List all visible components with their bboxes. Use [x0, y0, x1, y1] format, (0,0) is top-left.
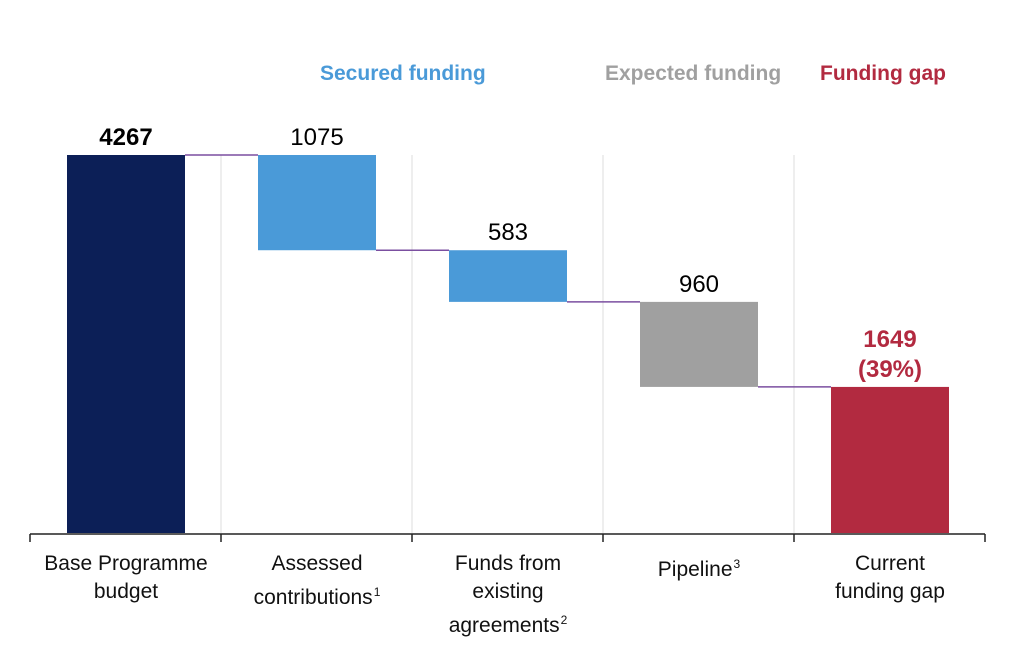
category-label-1: Base Programme budget — [31, 550, 221, 606]
footnote-marker: 3 — [733, 557, 741, 571]
category-label-line: Base Programme — [44, 552, 208, 575]
category-label-line: agreements2 — [448, 613, 568, 637]
legend-expected-funding: Expected funding — [605, 62, 782, 85]
category-label-line: Current — [854, 552, 926, 575]
value-label-4: 960 — [679, 271, 719, 298]
category-label-4: Pipeline3 — [604, 550, 794, 584]
value-label-5-line-1: 1649 — [863, 326, 916, 353]
value-label-1: 4267 — [99, 124, 152, 151]
footnote-marker: 2 — [560, 613, 568, 627]
bar-3 — [449, 250, 567, 302]
category-label-line: Pipeline3 — [657, 557, 741, 581]
category-label-line: existing — [472, 580, 544, 603]
value-label-5-line-2: (39%) — [858, 356, 922, 383]
category-label-2: Assessed contributions1 — [222, 550, 412, 612]
legend-funding-gap: Funding gap — [820, 62, 946, 85]
category-label-5: Current funding gap — [795, 550, 985, 606]
value-label-3: 583 — [488, 219, 528, 246]
bar-4 — [640, 301, 758, 387]
category-label-line: contributions1 — [253, 585, 381, 609]
bar-1 — [67, 155, 185, 533]
value-label-2: 1075 — [290, 124, 343, 151]
bar-2 — [258, 155, 376, 251]
category-label-3: Funds from existing agreements2 — [413, 550, 603, 640]
footnote-marker: 1 — [373, 585, 381, 599]
category-label-line: funding gap — [835, 580, 945, 603]
bar-5 — [831, 386, 949, 533]
category-label-line: Funds from — [454, 552, 562, 575]
category-label-line: budget — [93, 580, 159, 603]
category-label-line: Assessed — [271, 552, 363, 575]
legend-secured-funding: Secured funding — [320, 62, 486, 85]
